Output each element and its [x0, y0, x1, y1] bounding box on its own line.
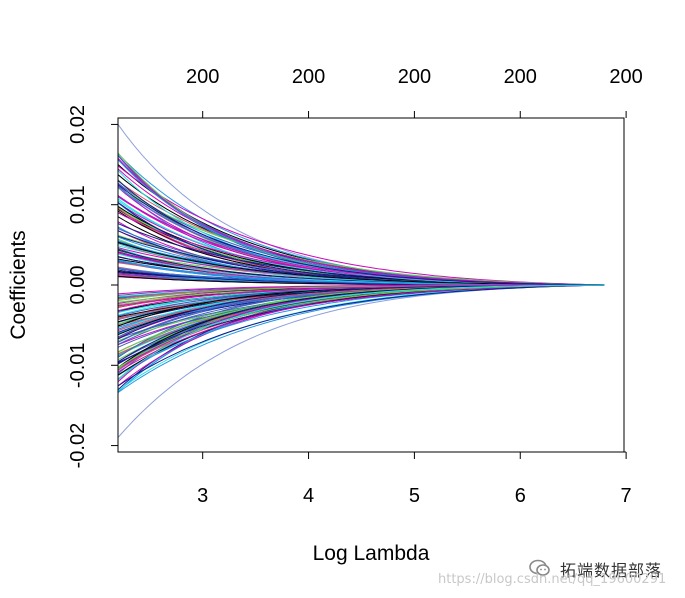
top-axis-label: 200: [292, 66, 325, 88]
x-tick-label: 4: [303, 485, 314, 507]
x-tick-label: 6: [515, 485, 526, 507]
top-axis-label: 200: [186, 66, 219, 88]
y-tick-label: 0.00: [67, 266, 89, 305]
watermark-url: https://blog.csdn.net/qq_19600291: [438, 572, 667, 587]
y-axis-title: Coefficients: [7, 230, 30, 339]
coefficient-path: [117, 284, 605, 392]
coefficient-path: [117, 284, 605, 380]
x-axis-title: Log Lambda: [313, 542, 430, 565]
top-axis-label: 200: [609, 66, 642, 88]
y-tick-label: 0.02: [67, 105, 89, 144]
coefficient-path: [117, 284, 605, 387]
coefficient-path: [117, 187, 605, 286]
x-tick-label: 3: [197, 485, 208, 507]
coefficient-paths: [117, 124, 605, 438]
coefficient-path: [117, 284, 605, 295]
y-tick-label: -0.01: [67, 342, 89, 388]
top-axis-label: 200: [398, 66, 431, 88]
axes: 3 4 5 6 7 200 200 200 200 200 -0.02 -0.01 0.00 0.01 0.…: [67, 66, 643, 507]
x-tick-label: 7: [621, 485, 632, 507]
top-axis-label: 200: [504, 66, 537, 88]
x-tick-label: 5: [409, 485, 420, 507]
y-tick-label: 0.01: [67, 185, 89, 224]
wechat-logo-icon: [528, 556, 552, 580]
y-tick-label: -0.02: [67, 423, 89, 469]
coefficient-path: [117, 184, 605, 286]
watermark-brand: 拓端数据部落: [560, 561, 663, 580]
